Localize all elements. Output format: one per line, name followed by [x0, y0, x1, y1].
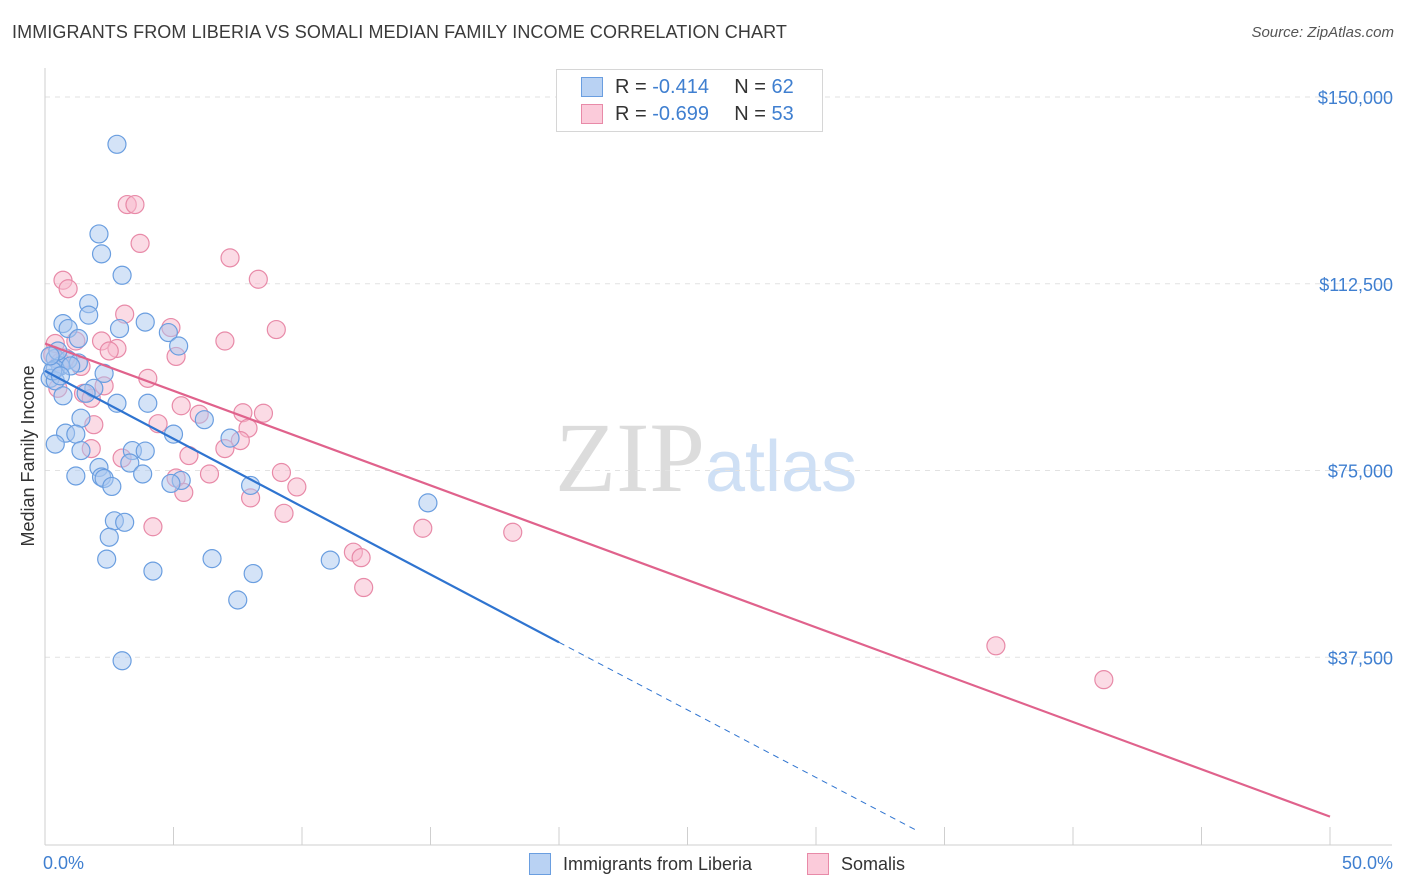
liberia-point: [135, 312, 155, 332]
somalis-point: [199, 464, 220, 484]
liberia-point: [102, 476, 122, 497]
liberia-legend-swatch: [529, 853, 551, 875]
r-label: R =: [615, 102, 647, 125]
liberia-point: [161, 473, 181, 494]
liberia-point: [418, 493, 438, 513]
liberia-point: [138, 393, 158, 413]
somalis-point: [287, 477, 307, 497]
liberia-point: [40, 346, 60, 366]
liberia-point: [97, 549, 117, 569]
somalis-point: [351, 548, 371, 568]
liberia-point: [71, 440, 91, 461]
watermark-zip: ZIP: [555, 402, 705, 513]
somalis-point: [58, 279, 78, 299]
liberia-point: [143, 561, 163, 581]
r-label: R =: [615, 75, 647, 98]
liberia-point: [133, 464, 153, 484]
legend-item-somalis: Somalis: [807, 852, 905, 876]
y-tick-label: $37,500: [1328, 648, 1393, 668]
somalis-point: [99, 341, 119, 361]
liberia-point: [120, 453, 140, 473]
somalis-point: [248, 269, 268, 289]
chart-title: IMMIGRANTS FROM LIBERIA VS SOMALI MEDIAN…: [12, 22, 787, 42]
liberia-point: [115, 512, 135, 532]
somalis-swatch: [581, 104, 603, 124]
liberia-point: [243, 563, 263, 584]
legend-row-somalis: R = -0.699 N = 53: [557, 101, 794, 127]
liberia-r-value: -0.414: [652, 75, 709, 98]
liberia-point: [66, 424, 86, 444]
y-axis-label: Median Family Income: [18, 365, 38, 546]
liberia-point: [169, 336, 189, 356]
liberia-point: [53, 386, 73, 406]
liberia-point: [158, 322, 178, 343]
somalis-point: [215, 331, 235, 351]
liberia-swatch: [581, 77, 603, 97]
trend-lines: [44, 342, 1331, 832]
somalis-point: [1094, 670, 1114, 690]
legend-row-liberia: R = -0.414 N = 62: [557, 74, 794, 100]
liberia-trend-line: [44, 369, 560, 644]
watermark: ZIPatlas: [555, 400, 857, 515]
liberia-point: [89, 224, 109, 244]
liberia-point: [45, 434, 65, 454]
liberia-points: [40, 134, 438, 671]
somalis-point: [354, 577, 374, 598]
y-tick-label: $75,000: [1328, 462, 1393, 482]
liberia-point: [112, 265, 132, 285]
y-tick-label: $112,500: [1319, 275, 1393, 295]
somalis-point: [253, 403, 274, 423]
liberia-point: [163, 424, 184, 444]
somalis-r-value: -0.699: [652, 102, 709, 125]
liberia-point: [109, 318, 130, 339]
liberia-point: [79, 305, 99, 325]
somalis-n-value: 53: [771, 102, 794, 125]
somalis-point: [413, 518, 433, 538]
somalis-trend-line: [44, 342, 1331, 818]
somalis-points: [43, 194, 1114, 690]
somalis-point: [266, 319, 286, 340]
somalis-point: [130, 233, 150, 254]
somalis-point: [125, 194, 145, 215]
liberia-point: [228, 590, 248, 610]
liberia-point: [202, 549, 222, 569]
liberia-point: [68, 328, 89, 349]
liberia-point: [71, 408, 91, 428]
somalis-point: [171, 396, 191, 416]
liberia-point: [66, 466, 86, 486]
tick-labels: $37,500 $75,000 $112,500 $150,000 0.0% 50.0%: [43, 88, 1393, 873]
liberia-legend-label: Immigrants from Liberia: [563, 853, 753, 874]
n-label: N =: [734, 102, 766, 125]
liberia-point: [91, 244, 112, 264]
somalis-legend-label: Somalis: [841, 853, 906, 874]
somalis-point: [143, 517, 163, 537]
liberia-point: [107, 134, 127, 154]
somalis-point: [503, 522, 523, 542]
x-tick-label-max: 50.0%: [1342, 853, 1393, 873]
n-label: N =: [734, 75, 766, 98]
watermark-atlas: atlas: [705, 427, 858, 507]
legend-item-liberia: Immigrants from Liberia: [529, 852, 752, 876]
somalis-point: [271, 462, 292, 483]
somalis-point: [220, 248, 240, 268]
y-tick-label: $150,000: [1318, 88, 1393, 108]
liberia-point: [220, 428, 240, 448]
somalis-point: [986, 636, 1006, 656]
liberia-n-value: 62: [771, 75, 794, 98]
x-tick-label-min: 0.0%: [43, 853, 84, 873]
correlation-legend: R = -0.414 N = 62 R = -0.699 N = 53: [556, 69, 823, 132]
liberia-point: [320, 550, 340, 570]
axes: [44, 68, 1392, 846]
liberia-point: [135, 441, 155, 461]
liberia-point: [99, 527, 119, 547]
liberia-point: [194, 410, 214, 430]
liberia-trend-line-extrapolated: [558, 641, 920, 832]
somalis-legend-swatch: [807, 853, 829, 875]
somalis-point: [274, 503, 294, 523]
liberia-point: [112, 651, 132, 671]
chart-source: Source: ZipAtlas.com: [1251, 24, 1394, 41]
